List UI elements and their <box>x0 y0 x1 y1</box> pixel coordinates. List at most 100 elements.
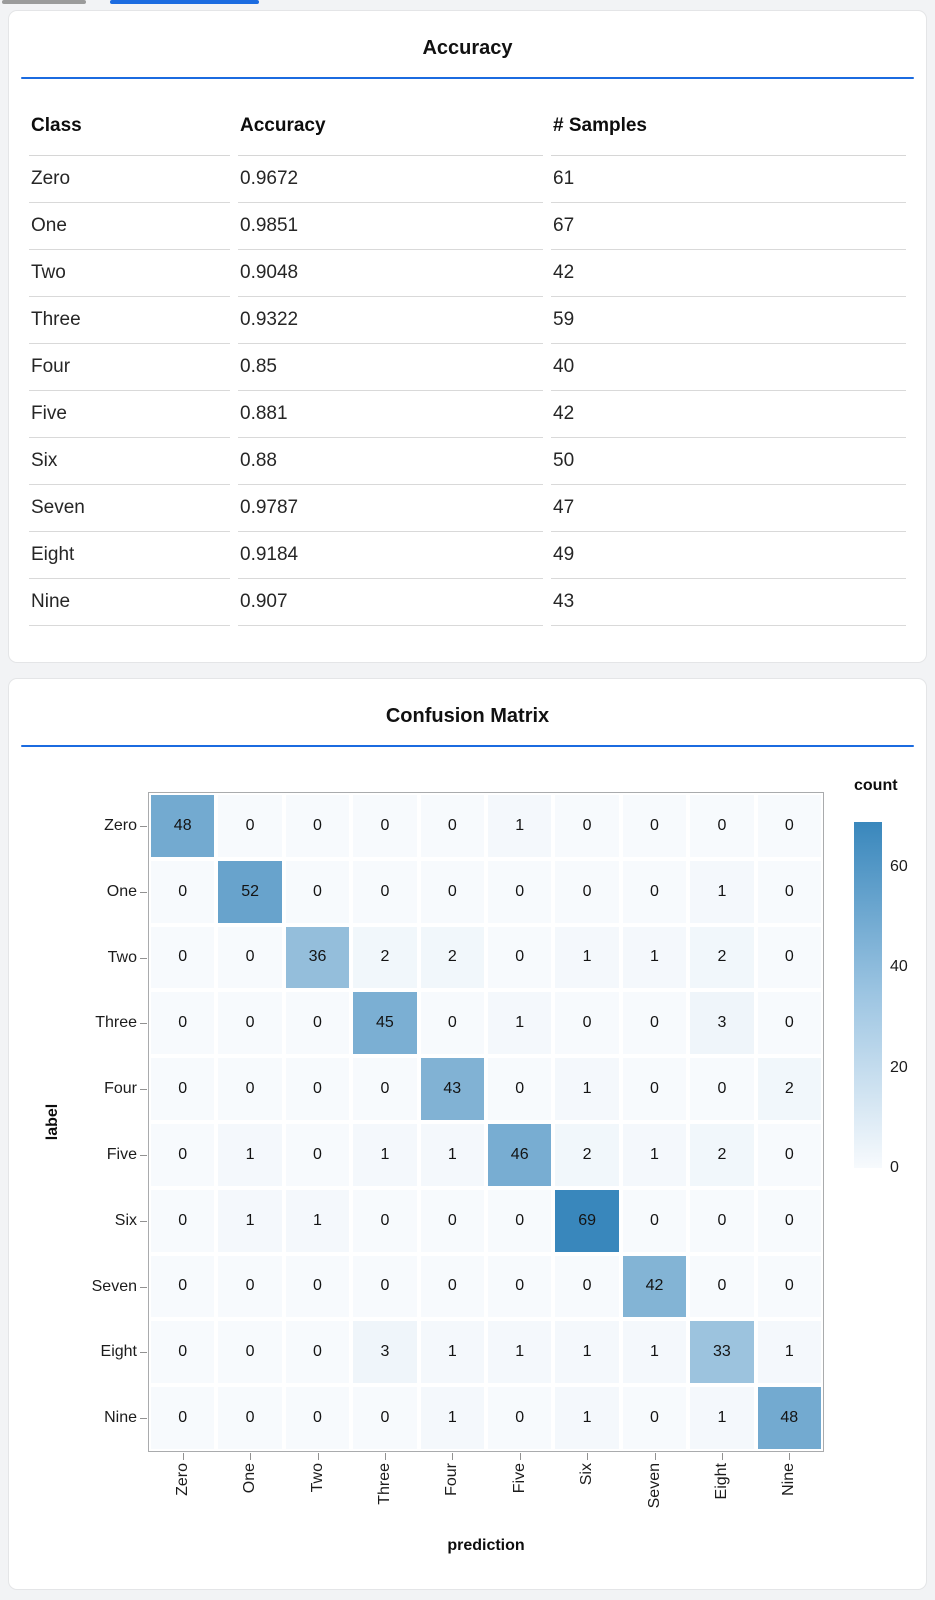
confusion-matrix-chart: 48 0 0 0 0 1 0 0 0 0 0 52 0 0 0 0 0 0 1 0 0 0 36 2 2 0 1 1 2 0 0 0 0 45 0 1… <box>21 749 916 1577</box>
heatmap-cell: 69 <box>555 1189 619 1252</box>
y-axis-tick <box>140 1154 147 1156</box>
y-axis-label: Four <box>104 1080 137 1098</box>
heatmap-cell: 1 <box>488 992 552 1055</box>
heatmap-cell: 0 <box>353 1058 417 1120</box>
confusion-card-title: Confusion Matrix <box>385 705 550 727</box>
heatmap-cell: 0 <box>622 1189 687 1252</box>
heatmap-cell: 1 <box>555 926 619 989</box>
confusion-matrix-card: Confusion Matrix 48 0 0 0 0 1 0 0 0 0 0 52 0 0 0 0 0 0 1 0 0… <box>8 678 927 1590</box>
heatmap-cell: 1 <box>488 795 552 857</box>
x-axis-tick <box>587 1453 589 1460</box>
heatmap-cell: 0 <box>622 860 687 923</box>
heatmap-cell: 0 <box>285 1058 350 1120</box>
heatmap-cell: 1 <box>488 1321 552 1384</box>
class-cell: Two <box>29 250 230 297</box>
heatmap-cell: 0 <box>218 992 282 1055</box>
x-axis-label: Five <box>510 1463 528 1494</box>
accuracy-cell: 0.9322 <box>238 297 543 344</box>
x-axis-label: Two <box>308 1463 326 1493</box>
samples-cell: 42 <box>551 250 906 297</box>
heatmap-cell: 48 <box>757 1387 821 1449</box>
samples-cell: 59 <box>551 297 906 344</box>
heatmap-cell: 0 <box>151 1123 215 1186</box>
heatmap-cell: 2 <box>353 926 417 989</box>
heatmap-cell: 1 <box>353 1123 417 1186</box>
heatmap-cell: 1 <box>622 926 687 989</box>
x-axis-tick <box>182 1453 184 1460</box>
y-axis-tick <box>140 1286 147 1288</box>
heatmap-cell: 0 <box>488 1255 552 1318</box>
tab-indicator-inactive[interactable] <box>2 0 86 4</box>
heatmap-cell: 0 <box>285 860 350 923</box>
x-axis-label: One <box>241 1463 259 1494</box>
heatmap-cell: 0 <box>757 860 821 923</box>
accuracy-cell: 0.881 <box>238 391 543 438</box>
heatmap-cell: 0 <box>218 1058 282 1120</box>
heatmap-cell: 0 <box>218 1255 282 1318</box>
y-axis-label: One <box>106 882 137 900</box>
legend-tick-label: 40 <box>890 958 908 976</box>
x-axis-tick <box>721 1453 723 1460</box>
heatmap-cell: 2 <box>690 926 754 989</box>
class-cell: Four <box>29 344 230 391</box>
top-tab-strip <box>0 0 935 4</box>
heatmap-cell: 52 <box>218 860 282 923</box>
heatmap-cell: 1 <box>555 1058 619 1120</box>
heatmap-cell: 0 <box>690 1189 754 1252</box>
heatmap-cell: 0 <box>488 1058 552 1120</box>
heatmap-cell: 45 <box>353 992 417 1055</box>
heatmap-cell: 0 <box>353 860 417 923</box>
heatmap-cell: 0 <box>353 1189 417 1252</box>
samples-cell: 43 <box>551 579 906 626</box>
heatmap-cell: 0 <box>420 1189 484 1252</box>
heatmap-cell: 0 <box>285 992 350 1055</box>
heatmap-cell: 0 <box>622 992 687 1055</box>
heatmap-cell: 1 <box>555 1321 619 1384</box>
heatmap-cell: 1 <box>690 860 754 923</box>
heatmap-cell: 0 <box>353 795 417 857</box>
x-axis-tick <box>317 1453 319 1460</box>
heatmap-cell: 0 <box>757 1123 821 1186</box>
legend-title: count <box>854 777 898 794</box>
heatmap-cell: 0 <box>285 1321 350 1384</box>
heatmap-cell: 0 <box>151 1255 215 1318</box>
column-header-samples: # Samples <box>551 85 906 156</box>
heatmap-cell: 0 <box>218 1387 282 1449</box>
accuracy-table-row: Six 0.88 50 <box>29 438 906 485</box>
x-axis-tick <box>654 1453 656 1460</box>
y-axis-label: Six <box>114 1211 137 1229</box>
legend-tick-label: 0 <box>890 1159 899 1176</box>
heatmap-cell: 0 <box>151 926 215 989</box>
y-axis-title: label <box>44 1103 61 1141</box>
y-axis-label: Seven <box>91 1277 137 1295</box>
accuracy-table-row: Four 0.85 40 <box>29 344 906 391</box>
legend-tick-label: 60 <box>890 858 908 876</box>
heatmap-cell: 0 <box>757 1189 821 1252</box>
class-cell: Five <box>29 391 230 438</box>
tab-indicator-active[interactable] <box>110 0 259 4</box>
heatmap-cell: 0 <box>151 1058 215 1120</box>
heatmap-cell: 0 <box>151 992 215 1055</box>
heatmap-cell: 48 <box>151 795 215 857</box>
heatmap-cell: 0 <box>757 1255 821 1318</box>
accuracy-table-header-row: Class Accuracy # Samples <box>29 85 906 156</box>
heatmap-cell: 2 <box>757 1058 821 1120</box>
heatmap-cell: 33 <box>690 1321 754 1384</box>
heatmap-cell: 0 <box>285 795 350 857</box>
heatmap-cell: 1 <box>555 1387 619 1449</box>
x-axis-tick <box>519 1453 521 1460</box>
legend-tick-label: 20 <box>890 1058 908 1076</box>
y-axis-label: Two <box>107 948 137 966</box>
heatmap-cell: 0 <box>488 860 552 923</box>
accuracy-cell: 0.907 <box>238 579 543 626</box>
heatmap-cell: 2 <box>420 926 484 989</box>
samples-cell: 61 <box>551 156 906 203</box>
heatmap-cell: 2 <box>690 1123 754 1186</box>
x-axis-label: Eight <box>712 1463 730 1500</box>
x-axis-label: Three <box>375 1463 393 1505</box>
heatmap-cell: 0 <box>757 795 821 857</box>
heatmap-cell: 0 <box>757 926 821 989</box>
accuracy-cell: 0.9048 <box>238 250 543 297</box>
y-axis-label: Zero <box>104 816 137 834</box>
heatmap-cell: 0 <box>218 795 282 857</box>
